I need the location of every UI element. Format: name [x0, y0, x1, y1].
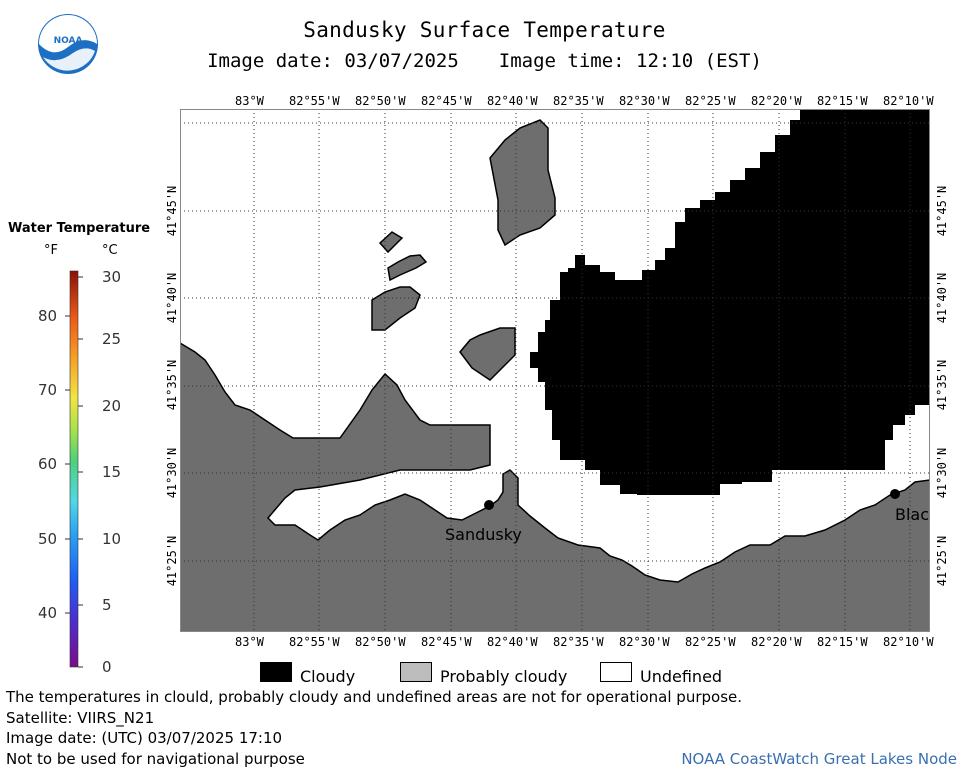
lon-label: 82°20'W	[751, 635, 802, 649]
c-label: 10	[102, 530, 122, 548]
lon-label: 82°55'W	[289, 635, 340, 649]
lon-label: 82°50'W	[355, 635, 406, 649]
lat-label: 41°25'N	[165, 535, 179, 587]
map-frame	[180, 109, 930, 632]
cloud-mass	[530, 109, 930, 495]
lat-label: 41°35'N	[935, 359, 949, 411]
undefined-swatch	[600, 662, 632, 682]
f-label: 60	[38, 455, 58, 473]
coastwatch-node: NOAA CoastWatch Great Lakes Node	[681, 750, 957, 768]
lat-label: 41°45'N	[165, 185, 179, 237]
lon-label: 83°W	[235, 94, 264, 108]
sandusky-label: Sandusky	[445, 525, 522, 544]
lon-label: 82°30'W	[619, 94, 670, 108]
image-date: Image date: 03/07/2025	[207, 50, 459, 72]
nav-warning: Not to be used for navigational purpose	[6, 750, 305, 768]
lon-label: 82°25'W	[685, 94, 736, 108]
lon-label: 82°50'W	[355, 94, 406, 108]
c-label: 15	[102, 463, 122, 481]
f-label: 50	[38, 530, 58, 548]
lon-label: 82°10'W	[883, 635, 934, 649]
lon-label: 82°35'W	[553, 635, 604, 649]
c-label: 20	[102, 397, 122, 415]
lat-label: 41°30'N	[935, 447, 949, 499]
f-label: 40	[38, 604, 58, 622]
lon-label: 82°40'W	[487, 635, 538, 649]
c-label: 5	[102, 596, 112, 614]
lat-label: 41°40'N	[165, 272, 179, 324]
lat-label: 41°40'N	[935, 272, 949, 324]
cloudy-swatch	[260, 662, 292, 682]
kelleys-island	[459, 327, 516, 381]
colorbar-title: Water Temperature	[8, 221, 151, 236]
colorbar-gradient	[69, 270, 79, 668]
page-title: Sandusky Surface Temperature	[303, 18, 666, 42]
c-label: 30	[102, 268, 122, 286]
sandusky-marker	[484, 500, 494, 510]
lon-label: 82°55'W	[289, 94, 340, 108]
cloudy-label: Cloudy	[300, 667, 356, 686]
disclaimer: The temperatures in clould, probably clo…	[6, 688, 743, 706]
f-label: 70	[38, 381, 58, 399]
probably-cloudy-label: Probably cloudy	[440, 667, 568, 686]
c-label: 0	[102, 658, 112, 676]
lon-label: 83°W	[235, 635, 264, 649]
lon-label: 82°35'W	[553, 94, 604, 108]
colorbar	[65, 270, 83, 668]
lon-label: 82°30'W	[619, 635, 670, 649]
graticule	[180, 109, 930, 632]
lon-label: 82°20'W	[751, 94, 802, 108]
f-label: 80	[38, 307, 58, 325]
lat-label: 41°45'N	[935, 185, 949, 237]
blac-label: Blac	[895, 505, 929, 524]
image-datetime: Image date: 03/07/2025 Image time: 12:10 …	[0, 50, 969, 72]
unit-fahrenheit: °F	[44, 243, 58, 258]
lon-label: 82°15'W	[817, 635, 868, 649]
undefined-label: Undefined	[640, 667, 723, 686]
lon-label: 82°10'W	[883, 94, 934, 108]
lon-label: 82°40'W	[487, 94, 538, 108]
lon-label: 82°45'W	[421, 635, 472, 649]
noaa-logo: NOAA	[38, 14, 98, 74]
probably-cloudy-swatch	[400, 662, 432, 682]
lat-label: 41°25'N	[935, 535, 949, 587]
image-time: Image time: 12:10 (EST)	[498, 50, 762, 72]
lat-label: 41°30'N	[165, 447, 179, 499]
lat-label: 41°35'N	[165, 359, 179, 411]
satellite: Satellite: VIIRS_N21	[6, 709, 155, 727]
c-label: 25	[102, 330, 122, 348]
lon-label: 82°45'W	[421, 94, 472, 108]
lon-label: 82°15'W	[817, 94, 868, 108]
map-panel: Sandusky Blac	[180, 109, 930, 632]
blac-marker	[890, 489, 900, 499]
logo-text: NOAA	[54, 36, 83, 46]
utc-date: Image date: (UTC) 03/07/2025 17:10	[6, 729, 283, 747]
unit-celsius: °C	[102, 243, 118, 258]
island-small-1	[387, 254, 428, 282]
pelee-island	[489, 119, 556, 247]
lon-label: 82°25'W	[685, 635, 736, 649]
